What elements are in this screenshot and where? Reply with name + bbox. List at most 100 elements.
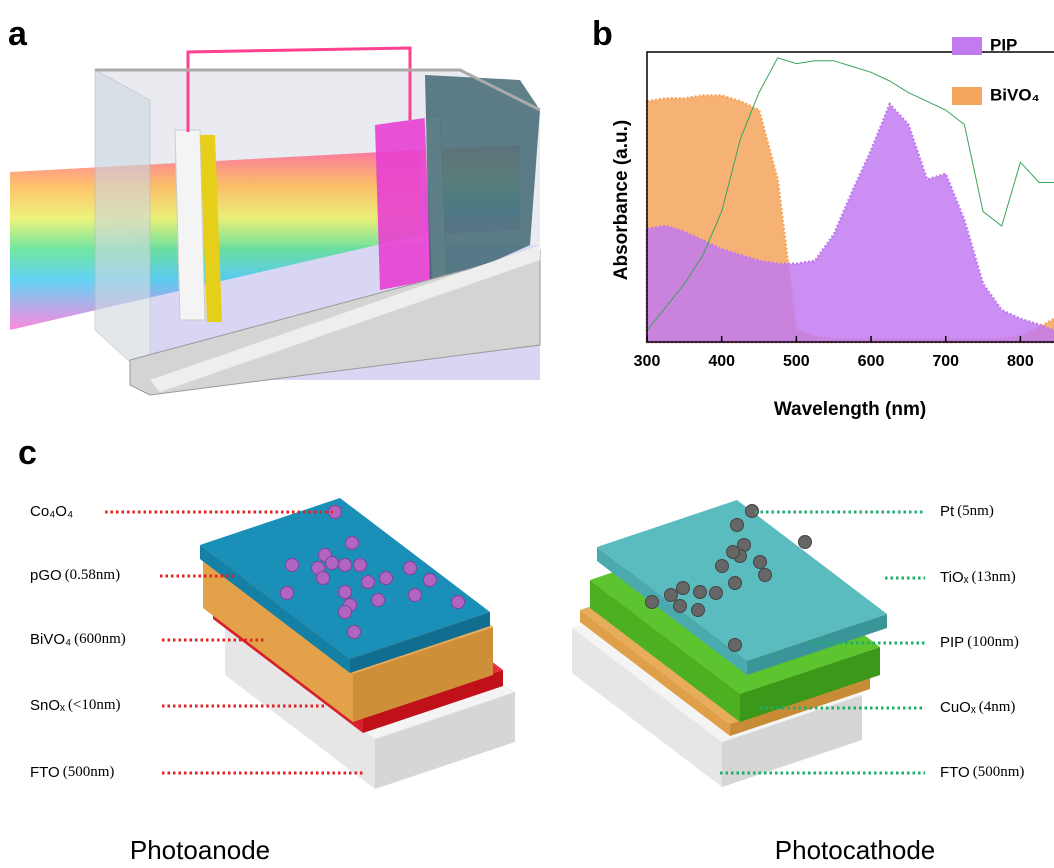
layer-name: Co₄O₄ (30, 503, 73, 520)
legend-label: BiVO₄ (990, 85, 1040, 104)
plot-frame (646, 51, 1054, 343)
layer-label: TiOₓ (13nm) (940, 569, 1016, 586)
layer-label: FTO (500nm) (940, 764, 1024, 781)
layer-top (597, 500, 887, 661)
particle (673, 599, 687, 613)
line (646, 57, 1054, 331)
layer-side (353, 627, 493, 722)
layer-front (203, 560, 353, 722)
legend-swatch (952, 37, 982, 55)
particle (338, 558, 352, 572)
layer-thickness: (600nm) (74, 631, 126, 647)
layer-side (722, 695, 862, 787)
particle (338, 585, 352, 599)
photocathode-title: Photocathode (775, 835, 935, 865)
particle (371, 593, 385, 607)
particle (728, 576, 742, 590)
layer-label: PIP (100nm) (940, 634, 1019, 651)
x-tick-label: 800 (1007, 353, 1034, 370)
layer-label: FTO (500nm) (30, 764, 114, 781)
layer-thickness: (4nm) (979, 699, 1016, 715)
particle (379, 571, 393, 585)
particle (664, 588, 678, 602)
layer-thickness: (0.58nm) (65, 567, 120, 583)
particle (347, 625, 361, 639)
particle (726, 545, 740, 559)
layer-name: FTO (940, 764, 970, 781)
layer-top (200, 498, 490, 659)
particle (345, 536, 359, 550)
panel-label: a (8, 15, 28, 53)
layer-label: CuOₓ (4nm) (940, 699, 1015, 716)
particle (745, 504, 759, 518)
layer-side (363, 670, 503, 733)
particle (316, 571, 330, 585)
cell-side-wall (94, 69, 151, 382)
particle (709, 586, 723, 600)
layer-side (747, 614, 887, 675)
particle (403, 561, 417, 575)
particle (753, 555, 767, 569)
particle (353, 558, 367, 572)
photocathode-electrode (375, 118, 432, 290)
layer-thickness: (100nm) (967, 634, 1019, 650)
legend-label: PIP (990, 35, 1017, 54)
y-axis-label: Absorbance (a.u.) (611, 120, 632, 280)
layer-name: TiOₓ (940, 569, 969, 586)
layer-name: BiVO₄ (30, 631, 71, 648)
particle (715, 559, 729, 573)
particle (423, 573, 437, 587)
particle (328, 505, 342, 519)
layer-name: Pt (940, 503, 955, 520)
layer-name: CuOₓ (940, 699, 976, 716)
layer-side (350, 612, 490, 673)
layer-label: Pt (5nm) (940, 503, 994, 520)
layer-label: Co₄O₄ (30, 503, 73, 520)
particle (758, 568, 772, 582)
layer-name: SnOₓ (30, 697, 65, 714)
layer-thickness: (<10nm) (68, 697, 121, 713)
x-axis-label: Wavelength (nm) (774, 399, 926, 420)
particle (730, 518, 744, 532)
layer-label: pGO (0.58nm) (30, 567, 120, 584)
x-tick-label: 500 (783, 353, 810, 370)
layer-thickness: (13nm) (972, 569, 1016, 585)
particle (325, 556, 339, 570)
layer-name: pGO (30, 567, 62, 584)
layer-side (375, 692, 515, 789)
photoanode-title: Photoanode (130, 835, 270, 865)
x-tick-label: 400 (708, 353, 735, 370)
layer-thickness: (500nm) (63, 764, 115, 780)
layer-label: BiVO₄ (600nm) (30, 631, 126, 648)
particle (361, 575, 375, 589)
particle (285, 558, 299, 572)
layer-front (590, 580, 740, 722)
photoanode-electrode (174, 129, 206, 321)
x-tick-label: 300 (634, 353, 661, 370)
x-tick-label: 600 (858, 353, 885, 370)
particle (676, 581, 690, 595)
area (645, 101, 1054, 344)
layer-thickness: (500nm) (973, 764, 1025, 780)
layer-name: PIP (940, 634, 964, 651)
cell-base-edge (150, 245, 540, 392)
cell-illustration (10, 46, 541, 396)
particle (691, 603, 705, 617)
particle (798, 535, 812, 549)
particle (280, 586, 294, 600)
cell-rim (95, 68, 541, 112)
photoanode-coating (200, 135, 222, 322)
legend-swatch (952, 87, 982, 105)
absorbance-chart: 300 400 500 600 700 800 BiVO₄ PIP (634, 35, 1054, 370)
layer-front (200, 545, 350, 673)
particle (451, 595, 465, 609)
layer-side (740, 647, 880, 722)
particle (693, 585, 707, 599)
panel-label: b (592, 15, 613, 53)
layer-front (572, 628, 722, 787)
layer-name: FTO (30, 764, 60, 781)
layer-label: SnOₓ (<10nm) (30, 697, 121, 714)
layer-front (597, 547, 747, 675)
particle (338, 605, 352, 619)
window (425, 75, 540, 290)
